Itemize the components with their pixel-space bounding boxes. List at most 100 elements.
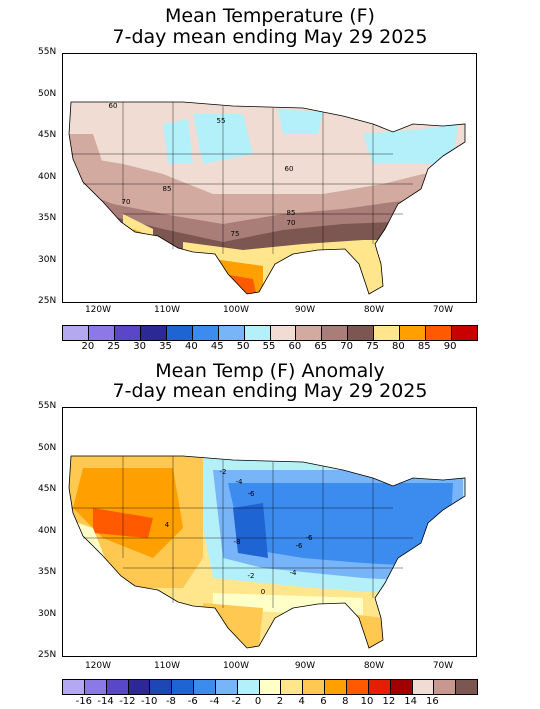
colorbar-label: 80 xyxy=(392,341,405,352)
contour-label: 75 xyxy=(231,230,240,238)
colorbar-swatch xyxy=(368,680,391,694)
colorbar-swatch xyxy=(63,326,89,340)
lon-label: 90W xyxy=(294,305,316,315)
lon-label: 110W xyxy=(153,305,181,315)
lat-label: 55N xyxy=(38,47,57,57)
contour-label: 70 xyxy=(287,219,296,227)
contour-label: -2 xyxy=(248,572,255,580)
colorbar-swatch xyxy=(390,680,413,694)
panel2-subtitle: 7-day mean ending May 29 2025 xyxy=(112,380,428,402)
colorbar-swatch xyxy=(348,326,375,340)
colorbar-label: -2 xyxy=(231,696,242,707)
contour-label: 4 xyxy=(165,521,170,529)
colorbar-swatch xyxy=(322,326,349,340)
colorbar-swatch xyxy=(192,326,219,340)
colorbar-swatch xyxy=(244,326,271,340)
lat-label: 30N xyxy=(38,609,57,619)
contour-label: -8 xyxy=(234,538,241,546)
colorbar-label: -6 xyxy=(187,696,198,707)
colorbar-swatch xyxy=(374,326,401,340)
colorbar-swatch xyxy=(88,326,115,340)
contour-label: 70 xyxy=(122,198,131,206)
colorbar-swatch xyxy=(259,680,282,694)
temperature-colorbar xyxy=(62,325,478,341)
colorbar-swatch xyxy=(215,680,238,694)
lat-label: 40N xyxy=(38,172,57,182)
colorbar-swatch xyxy=(296,326,323,340)
contour-label: 60 xyxy=(109,102,118,110)
colorbar-label: -4 xyxy=(209,696,220,707)
colorbar-label: 12 xyxy=(382,696,396,707)
colorbar-label: 45 xyxy=(210,341,224,352)
colorbar-swatch xyxy=(84,680,107,694)
colorbar-label: 0 xyxy=(254,696,262,707)
temperature-map: 60 55 60 85 70 85 70 75 xyxy=(62,53,477,303)
panel1-subtitle: 7-day mean ending May 29 2025 xyxy=(112,26,428,48)
colorbar-swatch xyxy=(166,326,193,340)
colorbar-swatch xyxy=(218,326,245,340)
contour-label: 0 xyxy=(261,588,265,596)
colorbar-swatch xyxy=(194,680,216,694)
colorbar-label: 85 xyxy=(417,341,431,352)
lon-label: 120W xyxy=(84,305,112,315)
lon-label: 90W xyxy=(294,661,316,671)
colorbar-label: 50 xyxy=(236,341,250,352)
lat-label: 25N xyxy=(38,650,57,660)
colorbar-label: 55 xyxy=(262,341,276,352)
colorbar-swatch xyxy=(172,680,195,694)
contour-label: -6 xyxy=(296,542,304,550)
contour-label: -6 xyxy=(248,490,256,498)
colorbar-swatch xyxy=(456,680,478,694)
lat-label: 35N xyxy=(38,567,57,577)
lat-label: 55N xyxy=(38,401,57,411)
colorbar-label: 35 xyxy=(159,341,172,352)
colorbar-swatch xyxy=(128,680,151,694)
colorbar-label: -16 xyxy=(75,696,92,707)
colorbar-label: -12 xyxy=(119,696,136,707)
colorbar-label: -10 xyxy=(140,696,158,707)
lat-label: 45N xyxy=(38,130,57,140)
colorbar-label: -8 xyxy=(165,696,176,707)
colorbar-label: 4 xyxy=(298,696,305,707)
colorbar-label: 25 xyxy=(107,341,121,352)
colorbar-swatch xyxy=(237,680,260,694)
contour-label: 85 xyxy=(287,209,296,217)
lat-label: 40N xyxy=(38,526,57,536)
colorbar-swatch xyxy=(400,326,427,340)
contour-label: -6 xyxy=(306,534,314,542)
colorbar-swatch xyxy=(150,680,173,694)
colorbar-label: 6 xyxy=(320,696,327,707)
lon-label: 110W xyxy=(153,661,181,671)
temperature-map-graphic: 60 55 60 85 70 85 70 75 xyxy=(68,101,466,295)
colorbar-swatch xyxy=(114,326,141,340)
lat-label: 30N xyxy=(38,255,57,265)
colorbar-label: 70 xyxy=(340,341,353,352)
colorbar-label: 75 xyxy=(366,341,379,352)
panel2-title: Mean Temp (F) Anomaly xyxy=(155,360,385,382)
lat-label: 50N xyxy=(38,443,57,453)
contour-label: 60 xyxy=(285,165,294,173)
lon-label: 100W xyxy=(222,661,250,671)
colorbar-swatch xyxy=(281,680,304,694)
contour-label: -4 xyxy=(236,478,244,486)
colorbar-swatch xyxy=(325,680,347,694)
lat-label: 45N xyxy=(38,484,57,494)
colorbar-swatch xyxy=(270,326,297,340)
lon-label: 70W xyxy=(432,305,454,315)
anomaly-map-graphic: -2 -4 -6 -6 -8 -6 -4 -2 0 4 xyxy=(68,455,466,649)
colorbar-label: 40 xyxy=(185,341,198,352)
contour-label: 55 xyxy=(217,117,226,125)
colorbar-swatch xyxy=(452,326,477,340)
lon-label: 80W xyxy=(363,305,385,315)
colorbar-swatch xyxy=(106,680,129,694)
contour-label: 85 xyxy=(163,185,172,193)
panel1-title: Mean Temperature (F) xyxy=(165,5,375,27)
colorbar-swatch xyxy=(140,326,167,340)
colorbar-label: 10 xyxy=(360,696,374,707)
colorbar-label: 65 xyxy=(314,341,328,352)
lon-label: 80W xyxy=(363,661,385,671)
colorbar-label: 60 xyxy=(288,341,302,352)
anomaly-colorbar xyxy=(62,679,478,695)
colorbar-label: 2 xyxy=(276,696,284,707)
colorbar-label: -14 xyxy=(97,696,114,707)
